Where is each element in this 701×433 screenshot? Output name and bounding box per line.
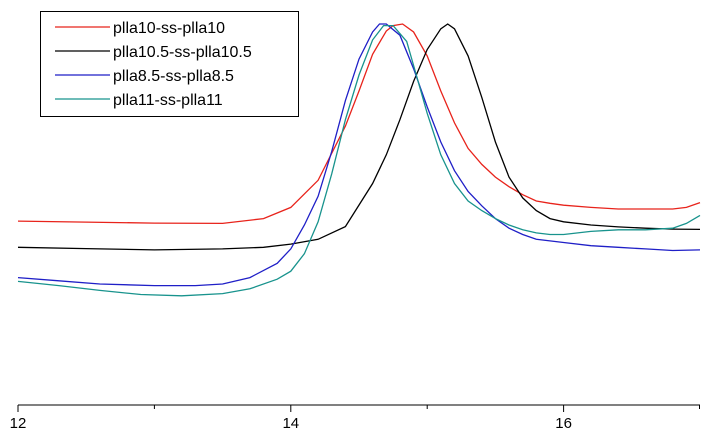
legend-label: plla8.5-ss-plla8.5 bbox=[113, 68, 234, 85]
legend-label: plla11-ss-plla11 bbox=[113, 92, 223, 109]
legend: plla10-ss-plla10 plla10.5-ss-plla10.5 plla… bbox=[40, 11, 299, 117]
legend-label: plla10-ss-plla10 bbox=[113, 20, 225, 37]
series-line-3 bbox=[17, 24, 701, 297]
x-tick-label: 16 bbox=[555, 415, 572, 432]
x-axis: 12 14 16 bbox=[10, 404, 700, 432]
series-line-1 bbox=[17, 23, 701, 251]
x-tick-label: 12 bbox=[10, 415, 27, 432]
legend-label: plla10.5-ss-plla10.5 bbox=[113, 44, 252, 61]
plot-lines bbox=[17, 23, 701, 297]
x-tick-label: 14 bbox=[282, 415, 299, 432]
series-line-0 bbox=[17, 23, 701, 225]
series-line-2 bbox=[17, 23, 701, 287]
